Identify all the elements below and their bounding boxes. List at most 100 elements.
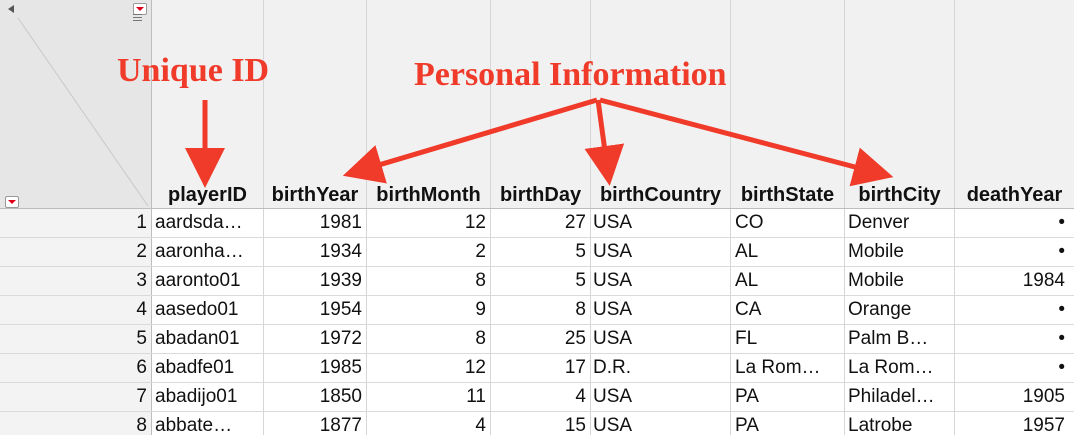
cell-birthCountry[interactable]: USA: [593, 270, 633, 291]
cell-birthMonth[interactable]: 9: [475, 299, 486, 320]
column-header-birthMonth[interactable]: birthMonth: [376, 184, 481, 206]
cell-deathYear[interactable]: 1905: [1022, 386, 1065, 407]
table-corner-panel: [0, 0, 151, 209]
cell-birthCity[interactable]: Mobile: [848, 270, 904, 291]
cell-deathYear[interactable]: 1957: [1022, 415, 1065, 435]
cell-birthState[interactable]: PA: [735, 415, 759, 435]
cell-playerID[interactable]: abadan01: [155, 328, 240, 349]
cell-deathYear[interactable]: •: [1058, 241, 1065, 262]
column-header-area: [0, 0, 1074, 209]
row-number[interactable]: 4: [136, 299, 147, 320]
cell-birthMonth[interactable]: 4: [475, 415, 486, 435]
cell-birthCountry[interactable]: USA: [593, 212, 633, 233]
cell-birthDay[interactable]: 5: [575, 270, 586, 291]
column-divider[interactable]: [954, 0, 955, 435]
row-divider: [0, 324, 1074, 325]
column-header-deathYear[interactable]: deathYear: [966, 184, 1063, 206]
column-header-birthYear[interactable]: birthYear: [271, 184, 359, 206]
column-header-playerID[interactable]: playerID: [168, 184, 247, 206]
cell-birthMonth[interactable]: 12: [464, 357, 486, 378]
cell-birthCity[interactable]: Mobile: [848, 241, 904, 262]
column-divider[interactable]: [730, 0, 731, 435]
row-divider: [0, 382, 1074, 383]
cell-birthDay[interactable]: 5: [575, 241, 586, 262]
row-number-column: [0, 209, 151, 435]
column-header-birthCity[interactable]: birthCity: [858, 184, 941, 206]
cell-birthCity[interactable]: Palm B…: [848, 328, 929, 349]
cell-birthCity[interactable]: Denver: [848, 212, 910, 233]
cell-birthCountry[interactable]: USA: [593, 328, 633, 349]
cell-birthCountry[interactable]: D.R.: [593, 357, 631, 378]
cell-birthCity[interactable]: Latrobe: [848, 415, 913, 435]
row-menu-icon[interactable]: [5, 196, 19, 208]
row-number[interactable]: 7: [136, 386, 147, 407]
cell-birthCountry[interactable]: USA: [593, 299, 633, 320]
cell-playerID[interactable]: abadijo01: [155, 386, 238, 407]
cell-birthDay[interactable]: 8: [575, 299, 586, 320]
collapse-left-icon[interactable]: [8, 5, 14, 13]
cell-birthCountry[interactable]: USA: [593, 386, 633, 407]
cell-playerID[interactable]: abbate…: [155, 415, 233, 435]
cell-birthCity[interactable]: La Rom…: [848, 357, 934, 378]
cell-birthMonth[interactable]: 11: [466, 386, 486, 407]
cell-birthYear[interactable]: 1939: [319, 270, 362, 291]
row-number[interactable]: 2: [136, 241, 147, 262]
cell-deathYear[interactable]: •: [1058, 357, 1065, 378]
cell-deathYear[interactable]: •: [1058, 299, 1065, 320]
cell-birthDay[interactable]: 15: [564, 415, 586, 435]
column-list-icon[interactable]: [133, 14, 142, 24]
cell-birthMonth[interactable]: 12: [464, 212, 486, 233]
cell-birthDay[interactable]: 27: [564, 212, 586, 233]
cell-birthState[interactable]: PA: [735, 386, 759, 407]
cell-birthYear[interactable]: 1850: [319, 386, 362, 407]
cell-birthState[interactable]: AL: [735, 270, 759, 291]
row-header-divider: [151, 0, 152, 435]
cell-birthYear[interactable]: 1985: [319, 357, 362, 378]
row-divider: [0, 237, 1074, 238]
row-number[interactable]: 8: [136, 415, 147, 435]
cell-birthState[interactable]: AL: [735, 241, 759, 262]
column-divider[interactable]: [844, 0, 845, 435]
cell-birthMonth[interactable]: 8: [475, 328, 486, 349]
cell-deathYear[interactable]: 1984: [1022, 270, 1065, 291]
cell-birthState[interactable]: La Rom…: [735, 357, 821, 378]
cell-birthCity[interactable]: Philadel…: [848, 386, 935, 407]
cell-birthState[interactable]: FL: [735, 328, 758, 349]
cell-birthYear[interactable]: 1954: [319, 299, 362, 320]
unique-id-annotation: Unique ID: [117, 52, 270, 89]
cell-playerID[interactable]: aasedo01: [155, 299, 239, 320]
cell-birthCountry[interactable]: USA: [593, 241, 633, 262]
column-divider[interactable]: [263, 0, 264, 435]
row-divider: [0, 295, 1074, 296]
cell-birthState[interactable]: CO: [735, 212, 764, 233]
column-divider[interactable]: [490, 0, 491, 435]
cell-birthCity[interactable]: Orange: [848, 299, 912, 320]
cell-playerID[interactable]: abadfe01: [155, 357, 235, 378]
cell-birthDay[interactable]: 25: [564, 328, 586, 349]
column-divider[interactable]: [366, 0, 367, 435]
column-header-birthState[interactable]: birthState: [740, 184, 835, 206]
cell-birthYear[interactable]: 1934: [319, 241, 362, 262]
cell-birthDay[interactable]: 17: [564, 357, 586, 378]
row-number[interactable]: 3: [136, 270, 147, 291]
column-divider[interactable]: [590, 0, 591, 435]
cell-birthCountry[interactable]: USA: [593, 415, 633, 435]
cell-playerID[interactable]: aaronto01: [155, 270, 241, 291]
cell-birthDay[interactable]: 4: [575, 386, 586, 407]
cell-birthYear[interactable]: 1972: [319, 328, 362, 349]
cell-birthState[interactable]: CA: [735, 299, 762, 320]
cell-birthYear[interactable]: 1877: [319, 415, 362, 435]
row-number[interactable]: 6: [136, 357, 147, 378]
cell-playerID[interactable]: aaronha…: [155, 241, 244, 262]
cell-birthMonth[interactable]: 2: [475, 241, 486, 262]
cell-deathYear[interactable]: •: [1058, 328, 1065, 349]
cell-deathYear[interactable]: •: [1058, 212, 1065, 233]
row-number[interactable]: 5: [136, 328, 147, 349]
cell-birthYear[interactable]: 1981: [319, 212, 362, 233]
column-header-birthDay[interactable]: birthDay: [499, 184, 582, 206]
cell-playerID[interactable]: aardsda…: [155, 212, 243, 233]
cell-birthMonth[interactable]: 8: [475, 270, 486, 291]
header-divider: [0, 208, 1074, 209]
row-number[interactable]: 1: [136, 212, 147, 233]
column-header-birthCountry[interactable]: birthCountry: [599, 184, 722, 206]
